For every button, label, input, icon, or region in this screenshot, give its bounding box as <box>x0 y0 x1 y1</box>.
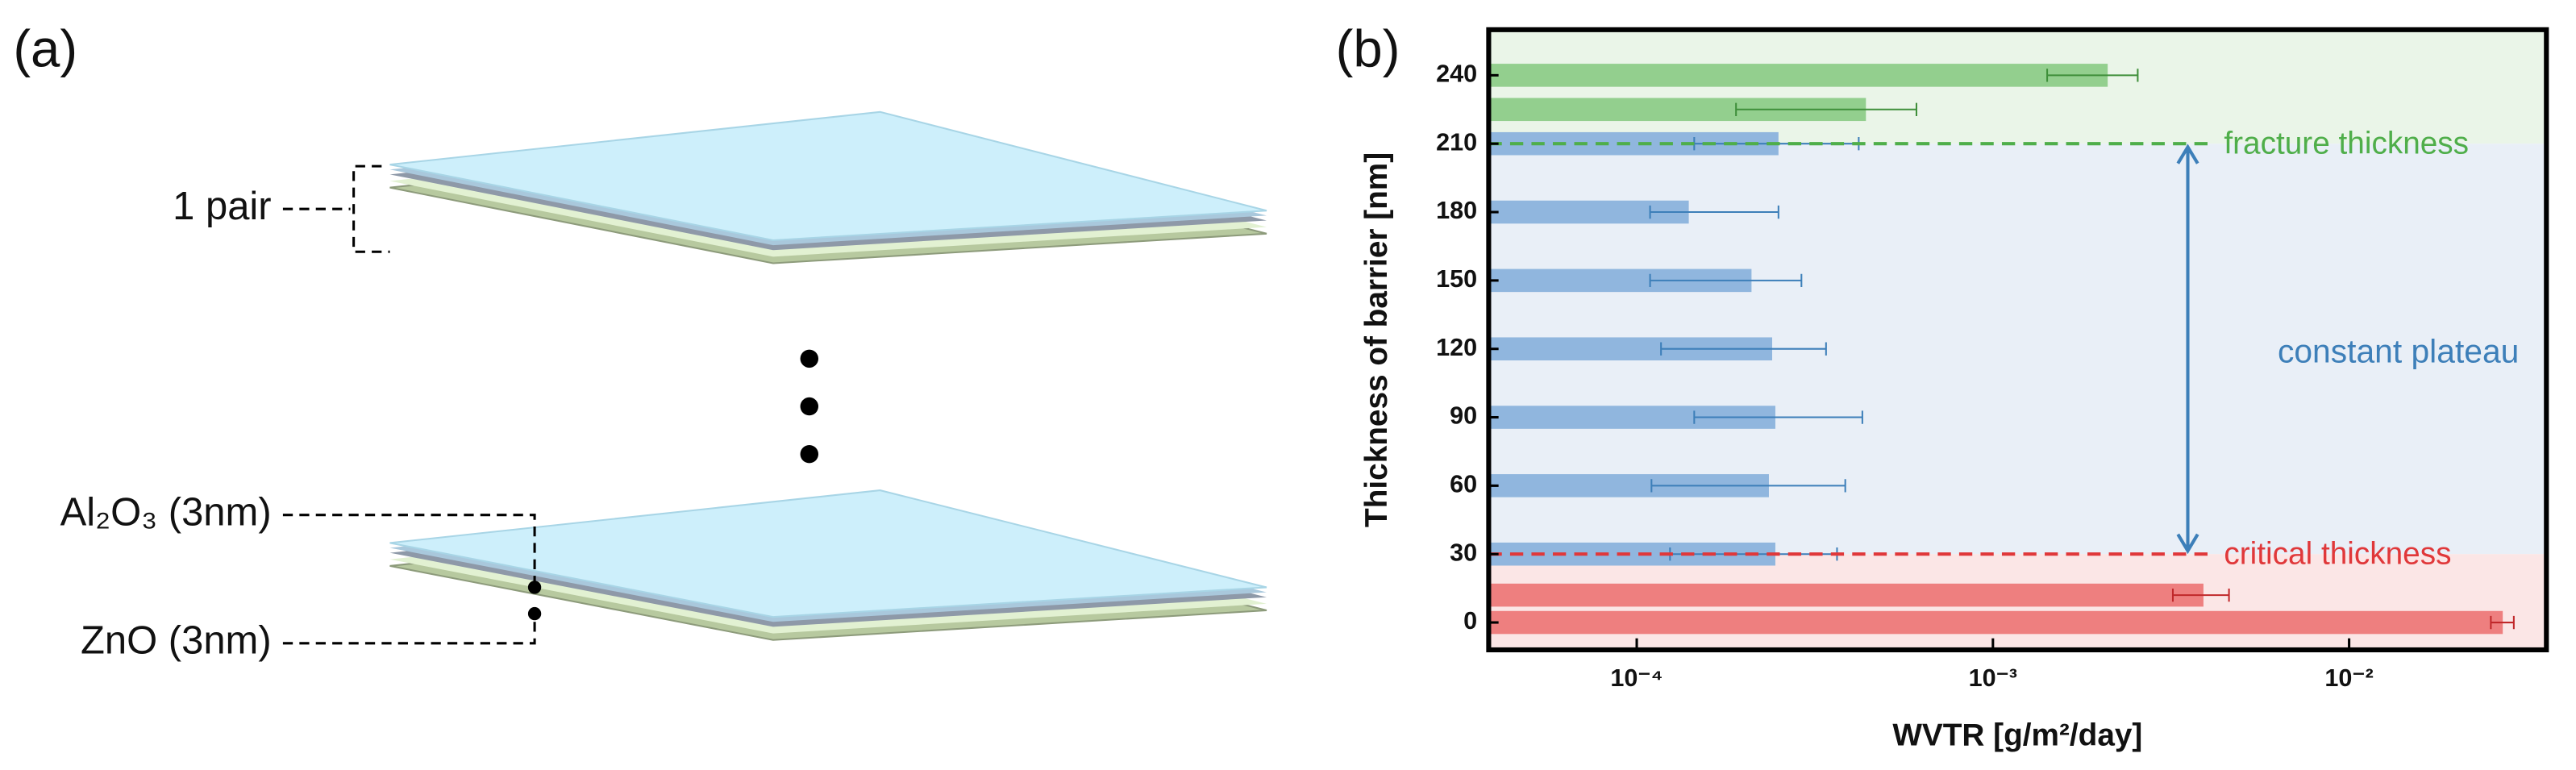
x-tick-label: 10⁻² <box>2324 664 2373 692</box>
y-tick-label: 150 <box>1436 265 1477 293</box>
y-tick-label: 30 <box>1450 539 1477 566</box>
error-bar <box>1660 342 1827 356</box>
plate-top <box>389 110 1267 264</box>
y-tick-label: 240 <box>1436 60 1477 87</box>
annotation: fracture thickness <box>2224 126 2469 160</box>
annotation: constant plateau <box>2278 333 2519 370</box>
bar <box>1488 610 2503 635</box>
brackets <box>282 164 536 645</box>
plateau-arrow <box>2176 144 2199 555</box>
panel-label: (b) <box>1336 19 1400 78</box>
plot-frame <box>1486 27 2549 653</box>
error-bar <box>1735 102 1917 116</box>
panel-label: (a) <box>13 19 77 78</box>
x-axis-label: WVTR [g/m²/day] <box>1892 718 2142 752</box>
stack-dots <box>800 349 819 464</box>
y-tick-label: 180 <box>1436 197 1477 224</box>
y-tick-label: 210 <box>1436 128 1477 156</box>
layer-label: Al₂O₃ (3nm) <box>60 491 272 535</box>
x-tick-label: 10⁻³ <box>1969 664 2017 692</box>
error-bar <box>1649 273 1803 288</box>
marker <box>527 606 542 621</box>
annotation: critical thickness <box>2224 536 2451 571</box>
error-bar <box>1649 205 1779 219</box>
y-tick-label: 120 <box>1436 334 1477 361</box>
layer-label: ZnO (3nm) <box>81 619 272 663</box>
error-bar <box>2171 588 2230 602</box>
y-tick-label: 60 <box>1450 470 1477 497</box>
pair-label: 1 pair <box>173 185 271 228</box>
bar <box>1488 583 2204 607</box>
error-bar <box>1693 410 1863 424</box>
x-tick-label: 10⁻⁴ <box>1610 664 1663 692</box>
bar <box>1488 64 2108 87</box>
chart: fracture thickness critical thickness cons… <box>1359 27 2549 752</box>
y-tick-label: 0 <box>1463 607 1477 635</box>
y-tick-label: 90 <box>1450 402 1477 430</box>
error-bar <box>2490 615 2515 630</box>
error-bar <box>2046 69 2139 82</box>
marker <box>527 581 542 594</box>
error-bar <box>1650 479 1846 493</box>
plate-bottom <box>389 489 1267 641</box>
y-axis-label: Thickness of barrier [nm] <box>1359 152 1394 527</box>
